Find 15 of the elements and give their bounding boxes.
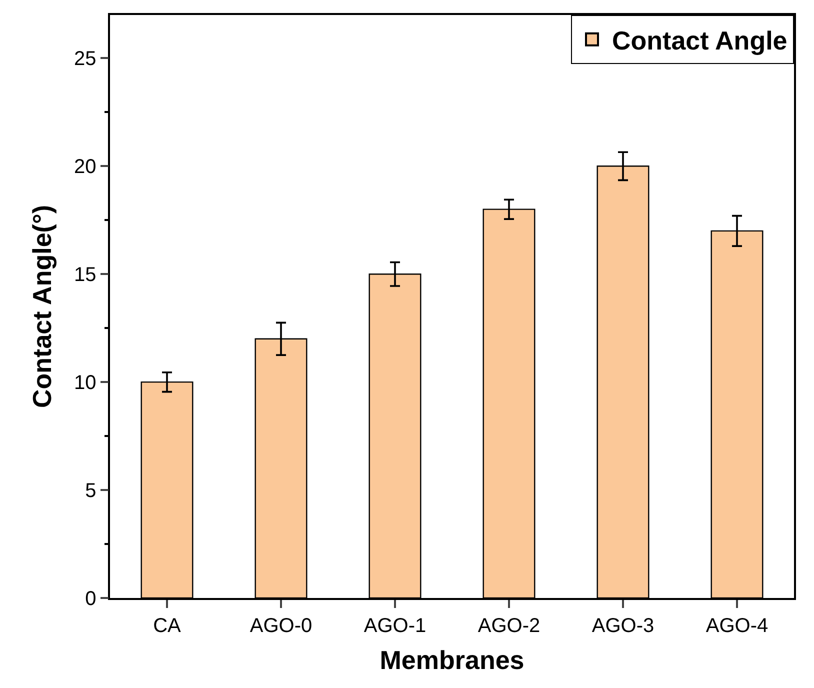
x-axis-title: Membranes — [380, 644, 524, 675]
x-tick-label: AGO-1 — [364, 614, 426, 637]
y-tick-label: 5 — [85, 480, 96, 502]
x-tick-label: AGO-2 — [478, 614, 540, 637]
y-tick-label: 0 — [85, 588, 96, 610]
y-tick-label: 25 — [74, 48, 96, 70]
x-tick-label: CA — [153, 614, 182, 637]
x-tick-label: AGO-4 — [706, 614, 768, 637]
y-axis-title: Contact Angle(°) — [26, 205, 57, 408]
y-tick-label: 10 — [74, 372, 96, 394]
legend-label: Contact Angle — [612, 26, 788, 56]
x-tick-label: AGO-0 — [250, 614, 312, 637]
x-tick-label: AGO-3 — [592, 614, 654, 637]
y-tick-label: 20 — [74, 156, 96, 178]
y-tick-label: 15 — [74, 264, 96, 286]
